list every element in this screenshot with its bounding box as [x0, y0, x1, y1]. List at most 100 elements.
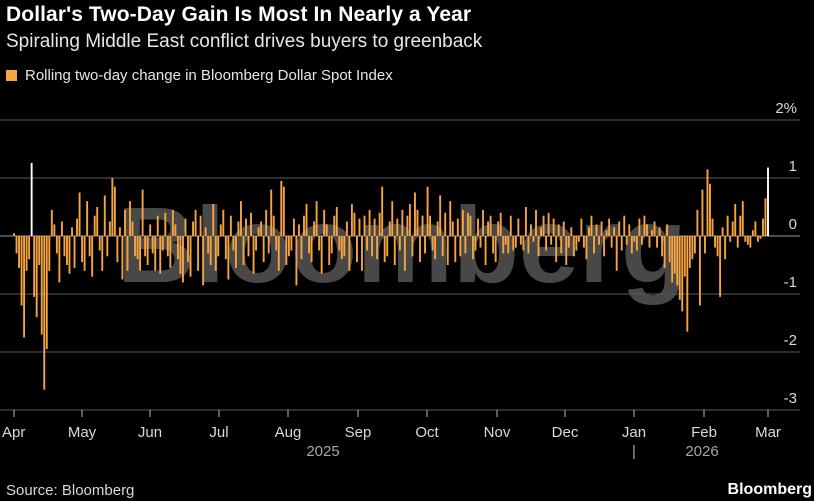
bar — [166, 236, 169, 257]
bar — [146, 236, 149, 265]
bar — [118, 227, 121, 236]
bar — [240, 201, 242, 236]
bar — [219, 224, 222, 236]
gridlines — [0, 119, 800, 411]
bar — [176, 236, 179, 260]
bar — [502, 236, 505, 254]
bar — [466, 212, 469, 236]
bar — [424, 236, 426, 254]
chart-subtitle: Spiraling Middle East conflict drives bu… — [6, 31, 483, 52]
bar — [764, 198, 767, 236]
bar — [13, 233, 15, 236]
bar — [754, 221, 757, 236]
bar — [736, 236, 739, 248]
bar — [368, 209, 371, 236]
bar — [356, 236, 358, 263]
bar — [270, 189, 273, 236]
x-tick-label-may: May — [68, 424, 97, 441]
bar — [315, 201, 318, 236]
y-tick-label: 1 — [789, 158, 797, 175]
chart-title: Dollar's Two-Day Gain Is Most In Nearly … — [6, 3, 472, 26]
bar — [668, 236, 671, 263]
bar — [751, 230, 754, 236]
bar — [267, 236, 270, 254]
bar — [383, 236, 386, 263]
bar — [454, 236, 457, 263]
bar — [434, 236, 437, 260]
bar — [333, 215, 336, 236]
bar — [575, 236, 578, 251]
bar — [338, 236, 341, 251]
bar — [348, 236, 351, 271]
bar — [280, 180, 283, 236]
bar — [504, 236, 507, 245]
bar — [335, 207, 338, 236]
bar — [484, 236, 487, 265]
bar — [222, 209, 225, 236]
bar — [711, 218, 714, 236]
bar — [444, 212, 447, 236]
bar — [126, 236, 129, 271]
bar — [300, 236, 303, 260]
bar — [512, 236, 515, 251]
bar — [608, 218, 611, 236]
bar — [489, 215, 492, 236]
bar — [756, 236, 759, 242]
x-tick-label-feb: Feb — [691, 424, 717, 441]
bar — [598, 236, 600, 245]
bar — [48, 236, 51, 271]
bar — [184, 218, 187, 236]
bar — [214, 236, 217, 271]
bar — [232, 236, 235, 251]
bar — [540, 227, 542, 236]
bar — [159, 236, 162, 274]
bar — [565, 236, 568, 265]
bar — [108, 221, 111, 236]
bar — [403, 236, 406, 271]
bar — [610, 236, 613, 248]
bar — [555, 236, 558, 263]
bar — [535, 209, 537, 236]
bar — [545, 236, 548, 251]
bar — [325, 224, 328, 236]
bar — [436, 221, 439, 236]
bar — [234, 236, 237, 268]
bar-highlight — [767, 167, 769, 236]
bar — [681, 236, 684, 312]
bar — [734, 204, 737, 236]
bar — [640, 236, 643, 245]
bar — [585, 236, 588, 260]
bar — [252, 236, 255, 274]
bar — [366, 236, 368, 251]
bar — [212, 204, 215, 236]
bar — [38, 236, 41, 265]
bar — [345, 221, 348, 236]
bar — [635, 236, 638, 251]
legend-label: Rolling two-day change in Bloomberg Doll… — [25, 67, 393, 84]
bar — [229, 215, 232, 236]
bar — [714, 236, 716, 248]
bar — [60, 221, 63, 236]
bar — [741, 201, 744, 236]
bar — [472, 236, 474, 260]
x-tick-label-oct: Oct — [415, 424, 439, 441]
bar — [721, 227, 724, 236]
bar — [572, 236, 575, 257]
bar — [204, 227, 207, 236]
bar — [421, 215, 424, 236]
bar — [658, 227, 661, 236]
bar — [497, 221, 500, 236]
bar — [688, 236, 691, 268]
y-tick-label: 0 — [789, 216, 797, 233]
bar — [600, 221, 603, 236]
bar — [449, 201, 452, 236]
bar — [295, 236, 298, 286]
bar — [111, 178, 114, 236]
bar — [164, 212, 167, 236]
bar — [250, 212, 252, 236]
bar — [381, 186, 384, 236]
year-label-2025: 2025 — [306, 443, 339, 460]
bar — [121, 236, 124, 280]
bar — [683, 236, 686, 277]
bar — [245, 218, 247, 236]
